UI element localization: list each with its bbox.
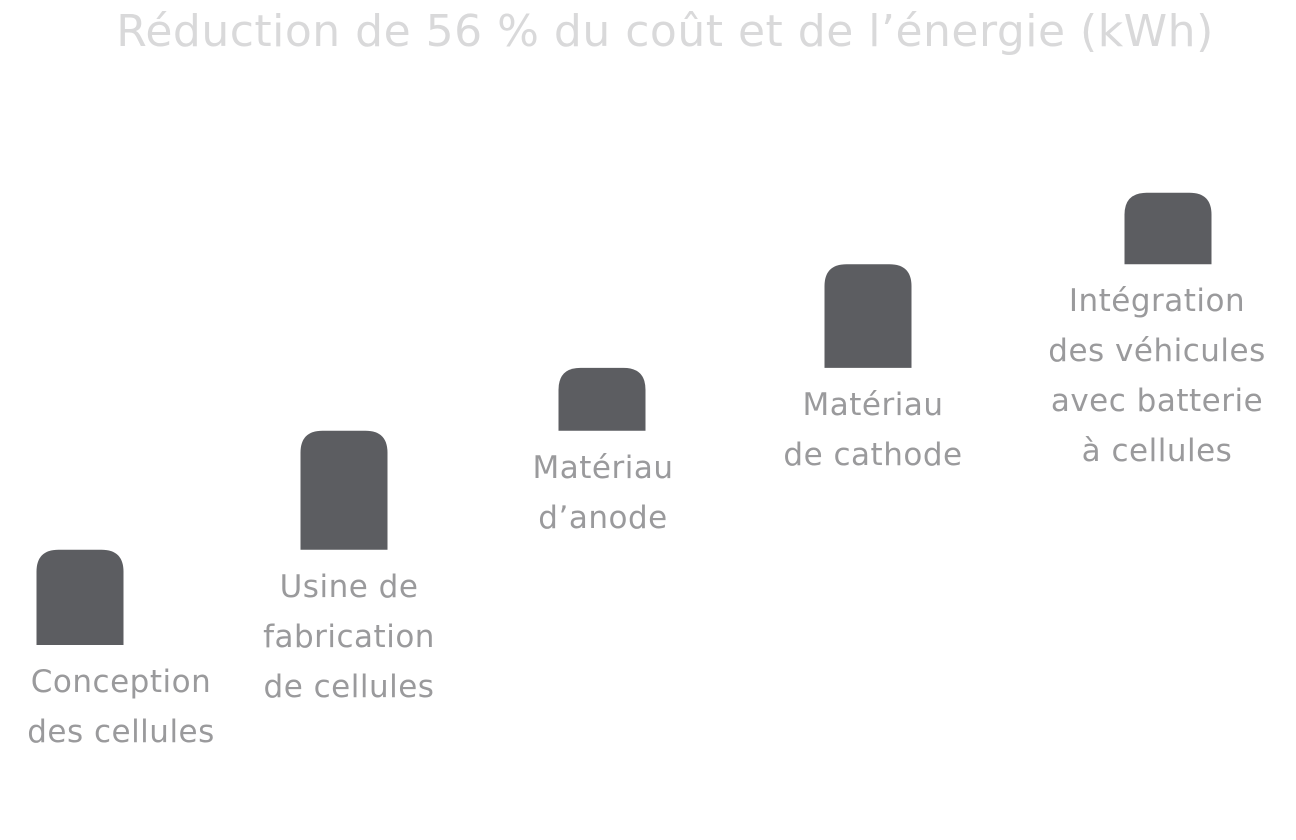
category-label-line: des cellules	[27, 714, 215, 750]
category-label-line: Intégration	[1069, 283, 1245, 319]
category-label-line: fabrication	[263, 619, 435, 655]
category-label-1: Conception des cellules	[27, 664, 215, 750]
category-label-line: Matériau	[803, 387, 944, 423]
bars-group	[36, 192, 1212, 645]
category-label-line: d’anode	[538, 500, 667, 536]
category-label-line: Usine de	[280, 569, 419, 605]
chart-title: Réduction de 56 % du coût et de l’énergi…	[116, 6, 1214, 57]
category-label-line: des véhicules	[1048, 333, 1265, 369]
category-label-line: Conception	[31, 664, 211, 700]
category-label-4: Matériau de cathode	[783, 387, 962, 473]
category-label-2: Usine de fabrication de cellules	[263, 569, 435, 705]
category-label-line: de cellules	[264, 669, 435, 705]
category-labels-group: Conception des cellules Usine de fabricatio…	[27, 283, 1265, 750]
bar-2	[300, 430, 388, 550]
bar-3	[558, 367, 646, 431]
bar-1	[36, 549, 124, 645]
category-label-line: avec batterie	[1051, 383, 1263, 419]
category-label-5: Intégration des véhicules avec batterie à c…	[1048, 283, 1265, 469]
category-label-line: Matériau	[533, 450, 674, 486]
category-label-line: de cathode	[783, 437, 962, 473]
category-label-3: Matériau d’anode	[533, 450, 674, 536]
category-label-line: à cellules	[1082, 433, 1233, 469]
bar-4	[824, 264, 912, 368]
bar-5	[1124, 192, 1212, 265]
